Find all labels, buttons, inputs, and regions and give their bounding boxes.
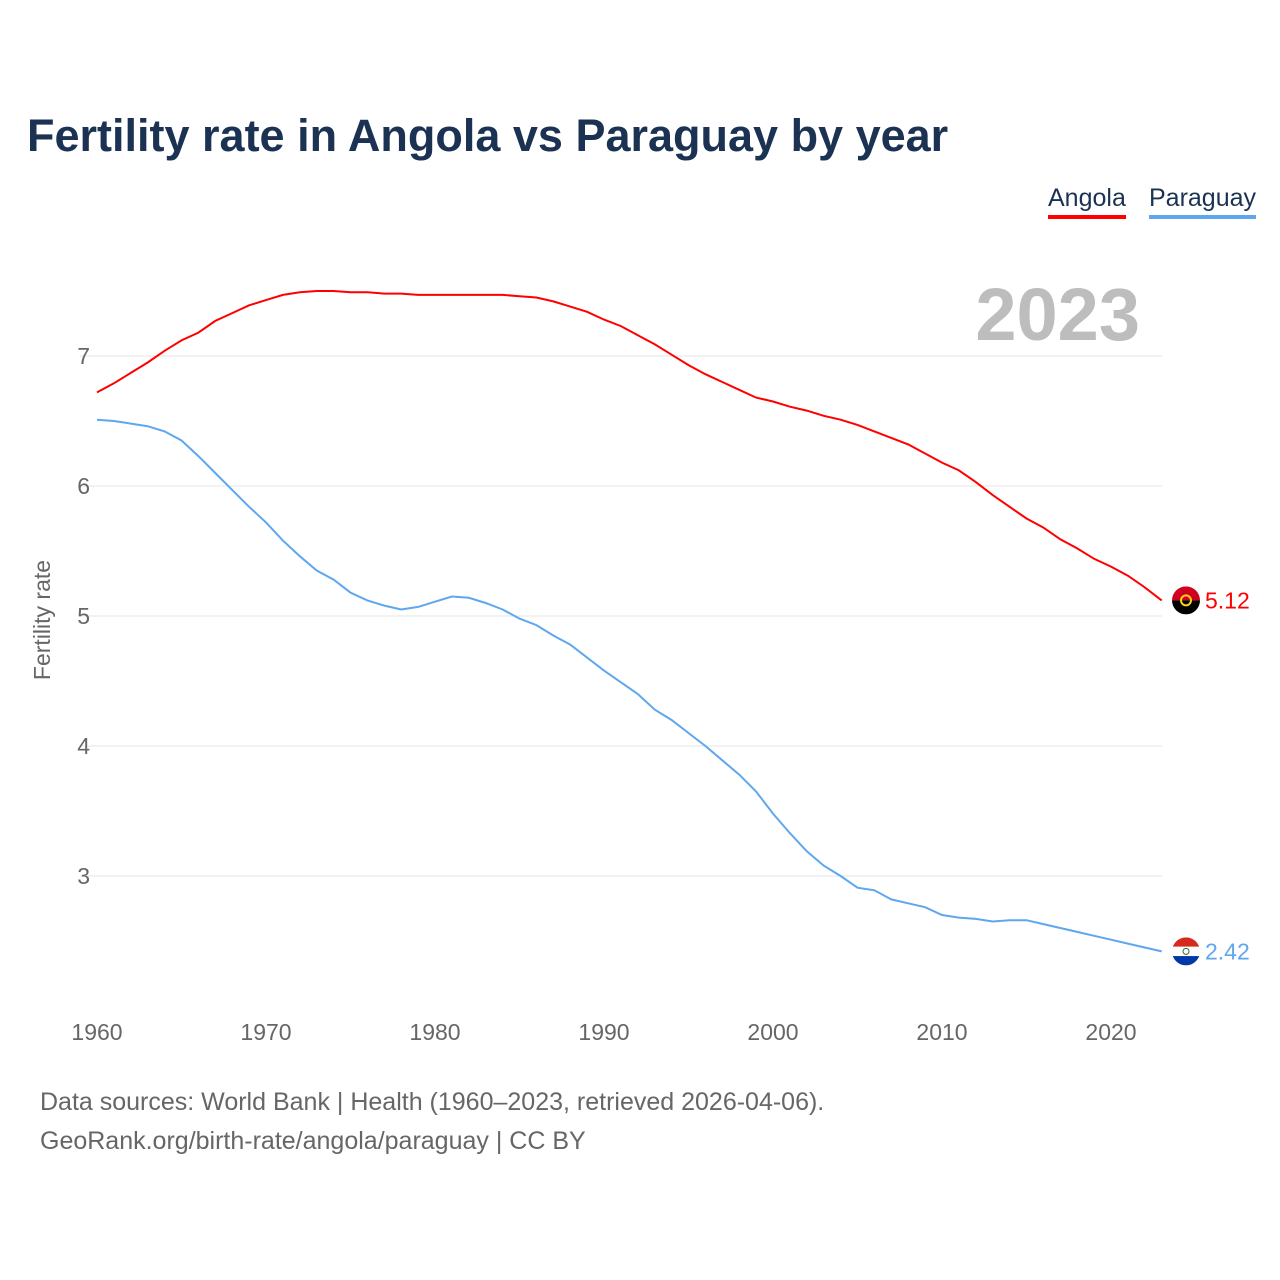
y-tick-label: 3 (77, 863, 90, 889)
x-tick-label: 2020 (1085, 1019, 1136, 1045)
x-tick-label: 1970 (240, 1019, 291, 1045)
x-tick-label: 1980 (409, 1019, 460, 1045)
footer-credit: GeoRank.org/birth-rate/angola/paraguay |… (40, 1127, 586, 1155)
y-axis-label: Fertility rate (29, 560, 55, 680)
x-tick-label: 1960 (71, 1019, 122, 1045)
x-tick-label: 2000 (747, 1019, 798, 1045)
legend-angola[interactable]: Angola (1048, 184, 1126, 219)
series-line-paraguay (96, 418, 1162, 953)
x-tick-label: 1990 (578, 1019, 629, 1045)
x-tick-label: 2010 (916, 1019, 967, 1045)
year-watermark: 2023 (975, 273, 1140, 356)
footer-sources: Data sources: World Bank | Health (1960–… (40, 1088, 825, 1116)
chart-title: Fertility rate in Angola vs Paraguay by … (27, 110, 949, 161)
end-value-label: 5.12 (1205, 587, 1250, 613)
y-tick-label: 6 (77, 473, 90, 499)
end-value-label: 2.42 (1205, 938, 1250, 964)
series-line-angola (96, 290, 1163, 602)
angola-flag-icon (1172, 586, 1200, 615)
y-tick-label: 5 (77, 603, 90, 629)
paraguay-flag-icon (1172, 937, 1200, 966)
legend-paraguay[interactable]: Paraguay (1149, 184, 1257, 219)
y-tick-label: 7 (77, 343, 90, 369)
y-tick-label: 4 (77, 733, 90, 759)
